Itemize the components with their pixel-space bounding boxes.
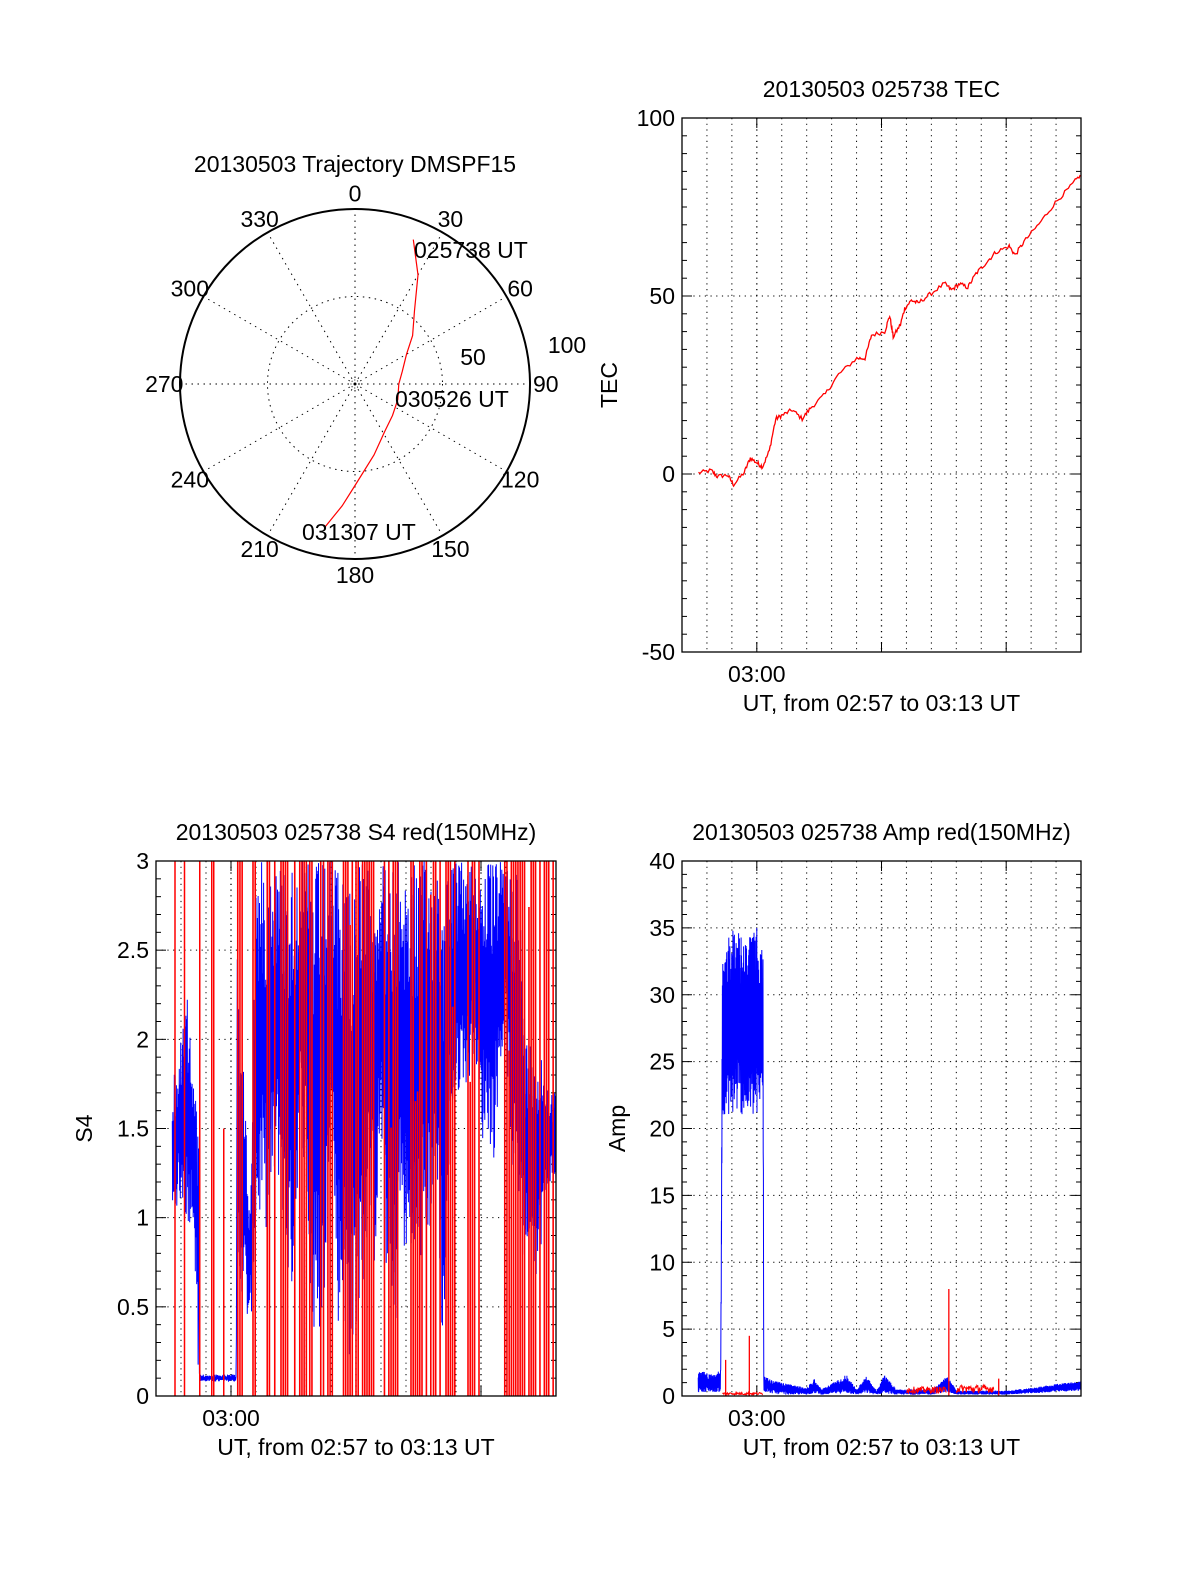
y-tick-label: 25 (649, 1049, 675, 1075)
angle-label: 270 (145, 371, 183, 397)
y-tick-label: 5 (662, 1316, 675, 1342)
y-tick-label: 15 (649, 1182, 675, 1208)
y-tick-label: 0 (662, 461, 675, 487)
y-tick-label: 3 (136, 848, 149, 874)
y-axis-label: TEC (596, 362, 622, 408)
y-tick-label: 2.5 (117, 937, 149, 963)
y-tick-label: 0 (662, 1383, 675, 1409)
chart-title: 20130503 025738 TEC (763, 76, 1000, 102)
amp-blue-line (697, 927, 1082, 1395)
y-axis-label: S4 (71, 1114, 97, 1142)
x-axis-label: UT, from 02:57 to 03:13 UT (743, 1434, 1020, 1460)
y-tick-label: 50 (649, 283, 675, 309)
x-axis-label: UT, from 02:57 to 03:13 UT (217, 1434, 494, 1460)
polar-ring-50 (267, 296, 443, 472)
time-annotation: 030526 UT (395, 386, 509, 412)
time-annotation: 031307 UT (302, 519, 416, 545)
x-tick-label: 03:00 (728, 661, 786, 687)
polar-center (350, 379, 360, 389)
angle-label: 120 (501, 466, 539, 492)
tec-line (698, 174, 1081, 488)
angle-label: 90 (533, 371, 559, 397)
polar-spoke (267, 383, 356, 536)
plot-frame (681, 860, 1082, 1397)
plot-frame (681, 117, 1082, 653)
amp-red-line (906, 1385, 947, 1396)
angle-label: 330 (240, 206, 278, 232)
y-tick-label: 2 (136, 1026, 149, 1052)
plot-frame (155, 860, 557, 1397)
y-tick-label: -50 (642, 639, 675, 665)
y-tick-label: 20 (649, 1116, 675, 1142)
y-tick-label: 40 (649, 848, 675, 874)
y-tick-label: 30 (649, 982, 675, 1008)
polar-spoke (354, 296, 507, 385)
s4-panel (155, 860, 557, 1397)
y-tick-label: 100 (637, 105, 675, 131)
s4-series (171, 861, 556, 1396)
angle-label: 180 (336, 562, 374, 588)
angle-label: 150 (431, 536, 469, 562)
amp-red-line (722, 1390, 763, 1397)
angle-label: 0 (349, 180, 362, 206)
angle-label: 30 (438, 206, 464, 232)
trajectory-panel (179, 208, 531, 560)
y-tick-label: 1 (136, 1205, 149, 1231)
chart-title: 20130503 025738 Amp red(150MHz) (692, 819, 1070, 845)
angle-label: 60 (507, 276, 533, 302)
y-tick-label: 10 (649, 1249, 675, 1275)
chart-title: 20130503 025738 S4 red(150MHz) (176, 819, 537, 845)
trajectory-line (323, 239, 419, 529)
time-annotation: 025738 UT (414, 237, 528, 263)
x-tick-label: 03:00 (728, 1405, 786, 1431)
angle-label: 210 (240, 536, 278, 562)
amp-red-line (955, 1383, 995, 1394)
polar-outer-circle (179, 208, 531, 560)
amp-panel (681, 860, 1082, 1397)
y-tick-label: 1.5 (117, 1116, 149, 1142)
chart-title: 20130503 Trajectory DMSPF15 (194, 151, 516, 177)
y-axis-label: Amp (604, 1105, 630, 1152)
angle-label: 300 (171, 276, 209, 302)
polar-spoke (203, 296, 356, 385)
radius-label: 50 (460, 344, 486, 370)
x-axis-label: UT, from 02:57 to 03:13 UT (743, 690, 1020, 716)
polar-spoke (267, 232, 356, 385)
x-tick-label: 03:00 (202, 1405, 260, 1431)
tec-panel (681, 117, 1082, 653)
radius-label: 100 (548, 332, 586, 358)
y-tick-label: 35 (649, 915, 675, 941)
angle-label: 240 (171, 466, 209, 492)
y-tick-label: 0.5 (117, 1294, 149, 1320)
y-tick-label: 0 (136, 1383, 149, 1409)
